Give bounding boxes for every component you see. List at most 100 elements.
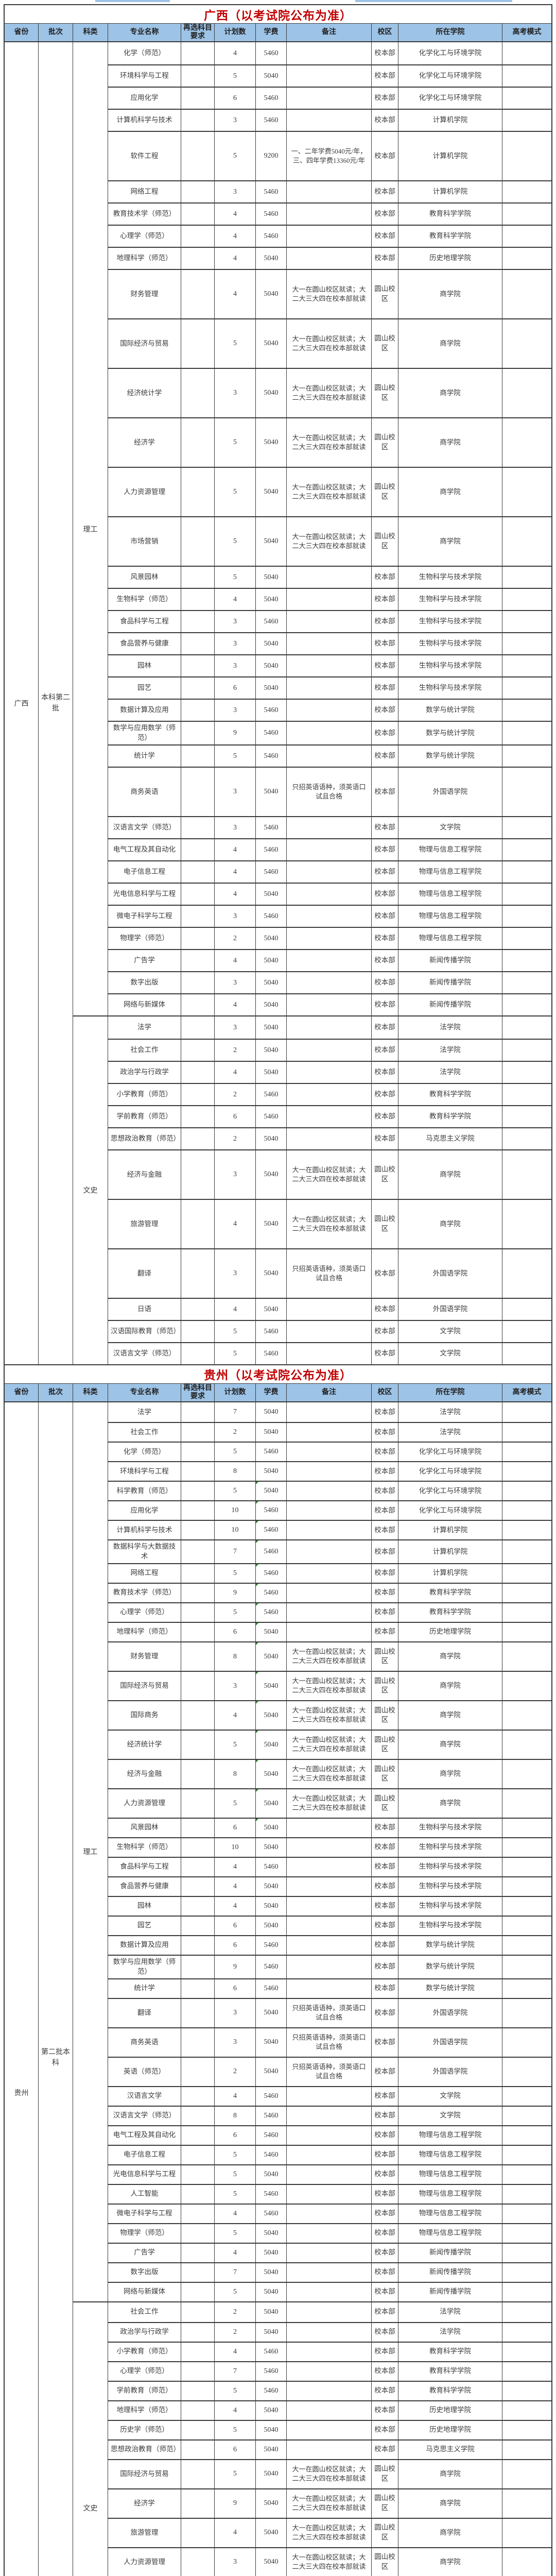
cell-college: 法学院 (398, 2302, 502, 2322)
cell-reselect-req (181, 2302, 214, 2322)
cell-gaokao-mode (502, 2204, 551, 2223)
cell-campus: 校本部 (371, 745, 398, 767)
cell-campus: 校本部 (371, 226, 398, 247)
cell-reselect-req (181, 1150, 214, 1199)
cell-plan-count: 3 (214, 905, 255, 927)
cell-major: 翻译 (108, 1998, 181, 2027)
cell-major: 电气工程及其自动化 (108, 839, 181, 860)
cell-reselect-req (181, 1671, 214, 1700)
table-row: 思想政治教育（师范） 2 5040 校本部 马克思主义学院 (108, 1127, 551, 1149)
cell-plan-count: 5 (214, 1482, 255, 1501)
cell-tuition: 5040 (255, 270, 286, 319)
cell-campus: 圆山校区 (371, 1199, 398, 1248)
cell-tuition: 5040 (255, 2263, 286, 2282)
cell-reselect-req (181, 2028, 214, 2057)
cell-remark (286, 589, 371, 611)
cell-campus: 校本部 (371, 2263, 398, 2282)
cell-remark (286, 655, 371, 677)
cell-major: 数学与应用数学（师范） (108, 722, 181, 744)
cell-college: 商学院 (398, 1199, 502, 1248)
cell-reselect-req (181, 927, 214, 949)
header-cell-college: 所在学院 (398, 1383, 502, 1402)
cell-gaokao-mode (502, 1083, 551, 1105)
cell-reselect-req (181, 2420, 214, 2439)
table-body: 广西 本科第二批 理工 化学（师范） 4 5460 校本部 化学化工与环境学院 环境科学与工程 5… (5, 41, 551, 1364)
cell-major: 食品营养与健康 (108, 1877, 181, 1896)
cell-major: 经济统计学 (108, 369, 181, 418)
cell-college: 化学化工与环境学院 (398, 1462, 502, 1481)
cell-subject-type: 文史 (73, 2302, 108, 2576)
cell-plan-count: 2 (214, 2302, 255, 2322)
table-row: 汉语言文学 4 5460 校本部 文学院 (108, 2086, 551, 2106)
cell-major: 数据计算及应用 (108, 1936, 181, 1955)
cell-campus: 校本部 (371, 1998, 398, 2027)
cell-plan-count: 4 (214, 950, 255, 971)
cell-college: 物理与信息工程学院 (398, 927, 502, 949)
cell-campus: 校本部 (371, 1128, 398, 1149)
cell-reselect-req (181, 2106, 214, 2125)
cell-major: 思想政治教育（师范） (108, 2440, 181, 2459)
header-cell-gaokao-mode: 高考模式 (502, 1383, 551, 1402)
table-row: 网络与新媒体 4 5040 校本部 新闻传播学院 (108, 993, 551, 1015)
cell-college: 化学化工与环境学院 (398, 65, 502, 87)
cell-gaokao-mode (502, 950, 551, 971)
cell-gaokao-mode (502, 767, 551, 816)
cell-remark (286, 2381, 371, 2400)
table-row: 网络与新媒体 5 5040 校本部 新闻传播学院 (108, 2281, 551, 2301)
cell-major: 汉语言文学 (108, 2087, 181, 2106)
cell-college: 数学与统计学院 (398, 700, 502, 721)
cell-reselect-req (181, 1979, 214, 1998)
cell-reselect-req (181, 369, 214, 418)
header-cell-remark: 备注 (286, 24, 371, 42)
table-row: 汉语言文学（师范） 3 5460 校本部 文学院 (108, 816, 551, 838)
cell-gaokao-mode (502, 1402, 551, 1422)
cell-reselect-req (181, 1061, 214, 1083)
cell-major: 物理学（师范） (108, 2224, 181, 2243)
cell-plan-count: 5 (214, 1320, 255, 1342)
cell-tuition: 5040 (255, 972, 286, 993)
cell-campus: 校本部 (371, 883, 398, 905)
header-cell-campus: 校区 (371, 1383, 398, 1402)
table-row: 经济学 9 5040 大一在圆山校区就读；大二大三大四在校本部就读 圆山校区 商学院 (108, 2488, 551, 2518)
cell-campus: 校本部 (371, 1955, 398, 1978)
cell-remark: 只招英语语种，须英语口试且合格 (286, 2057, 371, 2086)
cell-major: 心理学（师范） (108, 2362, 181, 2381)
cell-gaokao-mode (502, 994, 551, 1015)
cell-tuition: 5460 (255, 1564, 286, 1583)
cell-major: 应用化学 (108, 88, 181, 109)
cell-campus: 校本部 (371, 950, 398, 971)
cell-major: 网络与新媒体 (108, 994, 181, 1015)
cell-plan-count: 3 (214, 1249, 255, 1298)
cell-remark (286, 1877, 371, 1896)
cell-college: 生物科学与技术学院 (398, 611, 502, 633)
cell-gaokao-mode (502, 1818, 551, 1837)
cell-college: 新闻传播学院 (398, 2243, 502, 2262)
cell-gaokao-mode (502, 1443, 551, 1462)
cell-reselect-req (181, 1759, 214, 1788)
header-cell-remark: 备注 (286, 1383, 371, 1402)
cell-remark: 大一在圆山校区就读；大二大三大四在校本部就读 (286, 1150, 371, 1199)
cell-remark (286, 611, 371, 633)
subject-group: 理工 化学（师范） 4 5460 校本部 化学化工与环境学院 环境科学与工程 5 5040 校本部… (73, 42, 551, 1015)
cell-remark: 大一在圆山校区就读；大二大三大四在校本部就读 (286, 468, 371, 517)
cell-major: 人力资源管理 (108, 468, 181, 517)
cell-reselect-req (181, 633, 214, 655)
cell-gaokao-mode (502, 1106, 551, 1127)
cell-campus: 校本部 (371, 1320, 398, 1342)
cell-tuition: 5040 (255, 1916, 286, 1935)
cell-tuition: 5040 (255, 1622, 286, 1641)
cell-major: 数学与应用数学（师范） (108, 1955, 181, 1978)
cell-major: 电子信息工程 (108, 2145, 181, 2164)
cell-reselect-req (181, 204, 214, 225)
cell-tuition: 5040 (255, 655, 286, 677)
cell-tuition: 5460 (255, 722, 286, 744)
cell-reselect-req (181, 2263, 214, 2282)
cell-gaokao-mode (502, 1701, 551, 1730)
cell-college: 文学院 (398, 2106, 502, 2125)
cell-gaokao-mode (502, 1998, 551, 2027)
cell-college: 外国语学院 (398, 1998, 502, 2027)
cell-reselect-req (181, 1955, 214, 1978)
cell-campus: 校本部 (371, 2362, 398, 2381)
cell-gaokao-mode (502, 567, 551, 588)
